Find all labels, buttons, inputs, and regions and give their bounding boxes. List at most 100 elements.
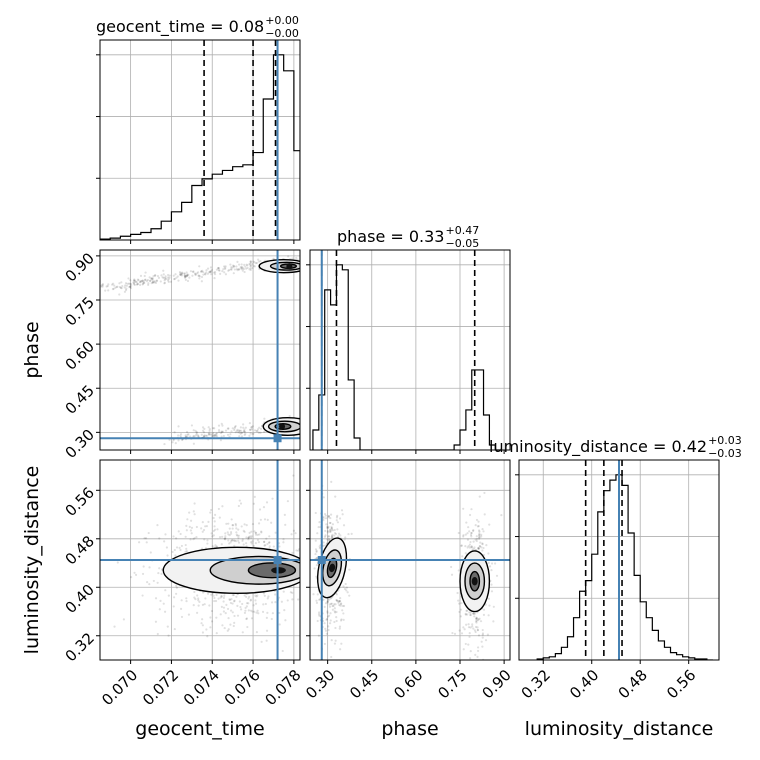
sample-point: [181, 438, 184, 442]
sample-point: [480, 640, 483, 643]
sample-point: [193, 596, 196, 599]
sample-point: [267, 595, 270, 598]
sample-point: [326, 600, 329, 603]
sample-point: [272, 545, 275, 548]
sample-point: [185, 600, 188, 603]
sample-point: [193, 513, 196, 516]
sample-point: [237, 541, 241, 544]
sample-point: [259, 518, 262, 521]
sample-point: [195, 272, 199, 275]
sample-point: [231, 611, 234, 614]
sample-point: [224, 612, 227, 615]
sample-point: [485, 544, 488, 547]
sample-point: [240, 431, 243, 434]
y-tick-label: 0.60: [62, 337, 98, 373]
sample-point: [203, 427, 206, 431]
sample-point: [191, 274, 194, 277]
sample-point: [345, 586, 348, 589]
sample-point: [133, 571, 136, 574]
sample-point: [322, 517, 325, 520]
sample-point: [202, 273, 205, 276]
sample-point: [253, 610, 256, 613]
x-tick-label: 0.072: [139, 666, 182, 709]
sample-point: [340, 509, 344, 512]
sample-point: [337, 535, 340, 538]
sample-point: [219, 613, 222, 616]
sample-point: [469, 533, 473, 537]
sample-point: [242, 267, 245, 271]
sample-point: [265, 629, 269, 632]
sample-point: [339, 603, 343, 606]
sample-point: [255, 429, 258, 433]
sample-point: [215, 545, 218, 548]
sample-point: [469, 613, 472, 616]
sample-point: [129, 283, 133, 286]
sample-point: [220, 595, 223, 598]
sample-point: [327, 514, 331, 518]
sample-point: [207, 426, 210, 429]
sample-point: [327, 598, 330, 602]
sample-point: [233, 428, 236, 432]
sample-point: [335, 598, 338, 602]
y-tick-label: 0.40: [62, 581, 98, 617]
sample-point: [242, 529, 245, 532]
sample-point: [464, 612, 467, 615]
sample-point: [469, 660, 471, 662]
sample-point: [168, 276, 171, 279]
y-axis-label-luminosity_distance: luminosity_distance: [21, 466, 43, 655]
sample-point: [133, 278, 136, 281]
sample-point: [487, 561, 490, 564]
sample-point: [235, 527, 238, 530]
sample-point: [231, 602, 234, 605]
sample-point: [258, 426, 261, 429]
sample-point: [282, 590, 285, 593]
sample-point: [248, 422, 251, 425]
sample-point: [197, 274, 200, 277]
sample-point: [215, 432, 219, 435]
sample-point: [212, 594, 215, 597]
sample-point: [141, 572, 145, 576]
sample-point: [133, 279, 136, 282]
sample-point: [251, 610, 254, 613]
sample-point: [244, 432, 247, 435]
sample-point: [252, 604, 255, 607]
sample-point: [471, 625, 474, 628]
sample-point: [247, 536, 250, 539]
sample-point: [313, 567, 316, 570]
sample-point: [317, 634, 320, 637]
sample-point: [493, 562, 497, 565]
sample-point: [100, 285, 103, 288]
sample-point: [233, 539, 236, 542]
sample-point: [324, 517, 328, 520]
truth-marker: [273, 434, 282, 443]
sample-point: [180, 599, 183, 602]
sample-point: [245, 617, 249, 620]
sample-point: [479, 541, 482, 544]
sample-point: [315, 557, 318, 560]
sample-point: [314, 552, 317, 556]
sample-point: [256, 533, 259, 537]
sample-point: [238, 429, 241, 432]
sample-point: [153, 281, 156, 284]
sample-point: [184, 543, 187, 547]
sample-point: [215, 616, 218, 619]
sample-point: [194, 429, 197, 432]
sample-point: [460, 544, 463, 547]
sample-point: [328, 603, 331, 606]
axes-frame: [518, 459, 720, 661]
sample-point: [303, 531, 305, 533]
sample-point: [179, 273, 182, 276]
sample-point: [218, 535, 222, 539]
sample-point: [163, 279, 166, 282]
sample-point: [230, 268, 233, 271]
sample-point: [329, 619, 332, 622]
sample-point: [189, 519, 193, 522]
title-text: luminosity_distance = 0.42: [489, 437, 707, 457]
sample-point: [227, 522, 230, 525]
sample-point: [228, 527, 231, 530]
sample-point: [469, 650, 472, 653]
sample-point: [477, 520, 480, 523]
sample-point: [475, 617, 478, 620]
sample-point: [201, 603, 205, 606]
x-tick-label: 0.070: [98, 666, 141, 709]
